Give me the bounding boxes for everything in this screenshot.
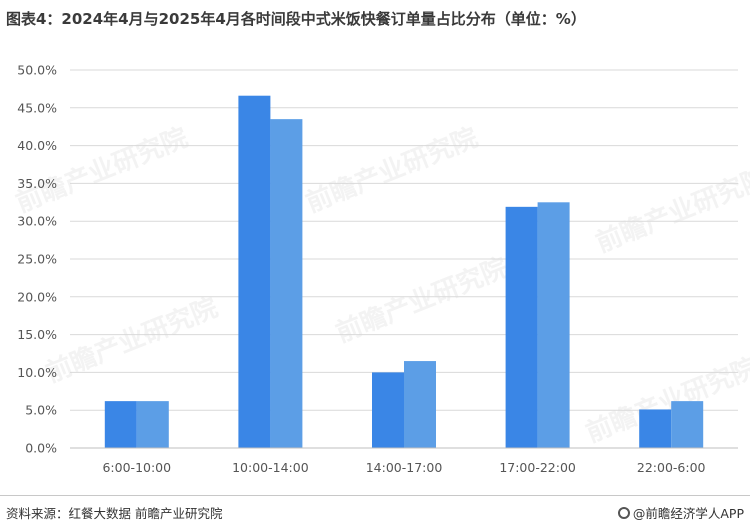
y-tick-label: 5.0% bbox=[25, 403, 57, 418]
bar-chart: 0.0% 5.0% 10.0% 15.0% 20.0% 25.0% 30.0% 35.0% 40… bbox=[17, 63, 738, 475]
footer-divider bbox=[0, 495, 750, 496]
bar-series-1 bbox=[104, 401, 137, 448]
bar-series-2 bbox=[136, 401, 169, 448]
brand-logo-icon bbox=[617, 507, 630, 519]
y-axis: 0.0% 5.0% 10.0% 15.0% 20.0% 25.0% 30.0% 35.0% 40… bbox=[17, 63, 57, 456]
brand-text: @前瞻经济学人APP bbox=[632, 506, 744, 521]
bar-series-1 bbox=[505, 206, 538, 448]
y-tick-label: 45.0% bbox=[17, 100, 57, 115]
bar-series-1 bbox=[372, 372, 404, 448]
bar-series-1 bbox=[238, 95, 271, 448]
x-axis: 6:00-10:00 10:00-14:00 14:00-17:00 17:00-22… bbox=[70, 447, 738, 475]
y-tick-label: 15.0% bbox=[17, 327, 57, 342]
brand-credit: @前瞻经济学人APP bbox=[617, 503, 744, 522]
y-tick-label: 25.0% bbox=[17, 252, 57, 267]
bar-series-2 bbox=[671, 401, 704, 448]
chart-title: 图表4：2024年4月与2025年4月各时间段中式米饭快餐订单量占比分布（单位：… bbox=[6, 10, 586, 28]
y-tick-label: 10.0% bbox=[17, 365, 57, 380]
x-tick-label: 17:00-22:00 bbox=[499, 460, 576, 475]
y-tick-label: 20.0% bbox=[17, 289, 57, 304]
y-tick-label: 40.0% bbox=[17, 138, 57, 153]
x-tick-label: 14:00-17:00 bbox=[366, 460, 443, 475]
y-tick-label: 50.0% bbox=[17, 63, 57, 78]
bar-series-2 bbox=[270, 119, 303, 448]
bars bbox=[104, 95, 704, 448]
gridlines bbox=[70, 69, 738, 411]
x-tick-label: 10:00-14:00 bbox=[232, 460, 309, 475]
x-tick-label: 22:00-6:00 bbox=[637, 460, 706, 475]
x-tick-label: 6:00-10:00 bbox=[102, 460, 171, 475]
bar-series-2 bbox=[537, 202, 570, 448]
y-tick-label: 0.0% bbox=[25, 441, 57, 456]
bar-series-2 bbox=[404, 361, 436, 448]
y-tick-label: 30.0% bbox=[17, 214, 57, 229]
bar-series-1 bbox=[639, 409, 672, 448]
source-note: 资料来源：红餐大数据 前瞻产业研究院 bbox=[6, 506, 223, 521]
y-tick-label: 35.0% bbox=[17, 176, 57, 191]
